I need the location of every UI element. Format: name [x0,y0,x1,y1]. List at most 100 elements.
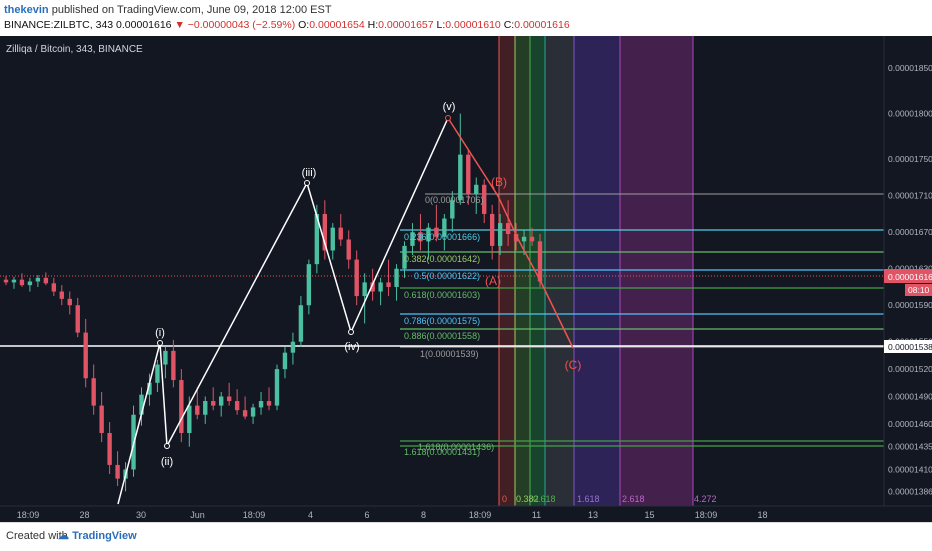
candle-up [163,350,168,365]
time-tick-label: 18:09 [243,510,266,520]
fib-label: 0.886(0.00001558) [404,331,480,341]
time-tick-label: 4 [308,510,313,520]
candle-down [482,184,487,214]
candle-down [537,241,543,282]
candle-up [394,268,399,287]
candle-down [466,154,471,194]
candle-up [147,382,152,395]
candle-up [290,341,296,353]
last-price-badge [884,269,932,283]
fib-label: 0(0.00001706) [425,195,484,205]
elliott-wave[interactable]: (i) (ii) (iii) (iv) (v) (A) (B) (C) [117,101,581,505]
candle-up [410,232,415,246]
candle-down [266,401,272,406]
open-value: 0.00001654 [309,19,365,31]
chart-title: Zilliqa / Bitcoin, 343, BINANCE [6,44,143,55]
publish-info: published on TradingView.com, June 09, 2… [51,4,332,16]
last-price-badge-text: 0.00001616 [888,272,932,282]
time-zone-labels: 0 0.382 0.618 1.618 2.618 4.272 [502,494,717,504]
wave-point [348,329,354,335]
time-tick-label: 30 [136,510,146,520]
wave-point [157,340,163,346]
candle-down [513,234,519,242]
candle-up [35,277,41,282]
price-tick-label: 0.00001590 [888,300,932,310]
candle-up [458,154,463,201]
time-tick-label: Jun [190,510,205,520]
candle-down [434,227,439,237]
corrective-wave-line[interactable] [447,117,574,349]
candle-down [59,291,64,299]
candle-up [474,184,479,194]
price-tick-label: 0.00001410 [888,464,932,474]
open-label: O: [298,19,310,31]
wave-label-i: (i) [155,327,165,339]
price-axis[interactable]: 0.00001850 0.00001800 0.00001750 0.00001710… [883,36,932,506]
time-zone-band [620,36,693,506]
time-tick-label: 8 [421,510,426,520]
price-tick-label: 0.00001850 [888,63,932,73]
candle-down [51,283,57,292]
last-price: 0.00001616 [116,19,172,31]
hline-badge [884,340,932,353]
candle-down [322,213,327,251]
wave-point [164,443,170,449]
candle-up [450,200,455,219]
time-tick-label: 18:09 [695,510,718,520]
wave-label-b: (B) [491,175,507,189]
candle-down [370,282,375,292]
candle-up [314,213,320,265]
time-axis-bg [0,506,932,522]
candle-up [521,236,527,242]
wave-label-v: (v) [443,101,456,113]
created-with-text: Created with [6,530,68,542]
price-tick-label: 0.00001435 [888,442,932,452]
price-tick-label: 0.00001460 [888,419,932,429]
candle-up [306,264,312,306]
tradingview-logo[interactable]: ☁ TradingView [58,529,137,542]
candle-up [274,369,280,406]
high-label: H: [367,19,379,31]
candle-down [489,213,495,246]
price-tick-label: 0.00001490 [888,391,932,401]
author-link[interactable]: thekevin [4,4,49,16]
price-tick-label: 0.00001750 [888,154,932,164]
candle-up [442,218,447,237]
candle-down [67,298,72,306]
candle-up [298,305,304,342]
candle-up [426,227,431,242]
impulse-wave-line[interactable] [117,117,449,505]
wave-label-ii: (ii) [161,456,173,468]
time-tick-label: 13 [588,510,598,520]
time-axis[interactable]: 18:09 28 30 Jun 18:09 4 6 8 18:09 11 13 15 18:09 18 [0,505,932,522]
candle-down [338,227,343,240]
candle-up [378,282,383,292]
candle-up [219,396,224,406]
candle-down [234,401,240,411]
candle-down [3,279,9,283]
change-down-icon: ▼ [174,19,185,31]
candle-down [195,405,200,415]
fib-label: 0.618(0.00001603) [404,290,480,300]
fib-label: 0.236(0.00001666) [404,232,480,242]
candle-up [11,279,17,283]
candlestick-series [3,113,543,492]
candle-up [282,352,288,370]
fib-label: 1(0.00001539) [420,349,479,359]
price-chart[interactable]: (i) (ii) (iii) (iv) (v) (A) (B) (C) 0(0.… [0,36,932,522]
candle-down [75,305,80,333]
candle-up [203,401,208,415]
candle-up [330,227,335,251]
fib-ext-label: 1.618(0.00001431) [404,447,480,457]
candle-down [19,279,25,286]
countdown-badge [905,284,932,296]
time-tick-label: 15 [644,510,654,520]
candle-down [171,350,176,381]
countdown-badge-text: 08:10 [908,285,930,295]
chart-area[interactable]: (i) (ii) (iii) (iv) (v) (A) (B) (C) 0(0.… [0,36,932,522]
candle-down [43,277,49,284]
wave-label-iii: (iii) [302,167,317,179]
fib-ext-label: 1.618(0.00001436) [418,442,494,452]
time-zone-label: 0.382 [516,494,539,504]
time-zone-band [499,36,515,506]
